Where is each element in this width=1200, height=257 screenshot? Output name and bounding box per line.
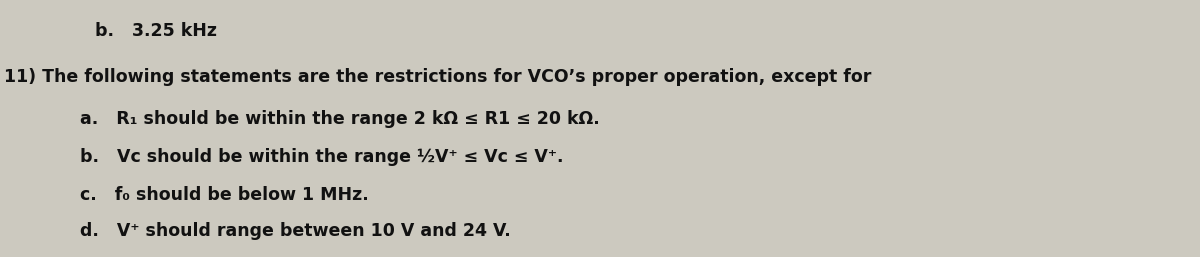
Text: a.   R₁ should be within the range 2 kΩ ≤ R1 ≤ 20 kΩ.: a. R₁ should be within the range 2 kΩ ≤ … bbox=[80, 110, 600, 128]
Text: c.   f₀ should be below 1 MHz.: c. f₀ should be below 1 MHz. bbox=[80, 186, 368, 204]
Text: 11) The following statements are the restrictions for VCO’s proper operation, ex: 11) The following statements are the res… bbox=[4, 68, 871, 86]
Text: b.   3.25 kHz: b. 3.25 kHz bbox=[95, 22, 217, 40]
Text: d.   V⁺ should range between 10 V and 24 V.: d. V⁺ should range between 10 V and 24 V… bbox=[80, 222, 511, 240]
Text: b.   Vᴄ should be within the range ½V⁺ ≤ Vᴄ ≤ V⁺.: b. Vᴄ should be within the range ½V⁺ ≤ V… bbox=[80, 148, 564, 166]
